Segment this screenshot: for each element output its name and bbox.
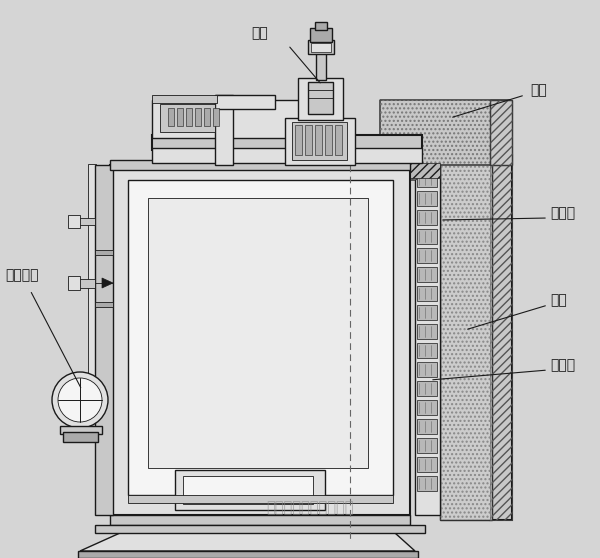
Polygon shape	[380, 100, 510, 180]
Bar	[152, 148, 422, 163]
Bar	[195, 108, 201, 126]
Bar	[78, 551, 418, 558]
Text: 加热器: 加热器	[550, 358, 575, 372]
Bar	[110, 515, 410, 525]
Text: 炉盖: 炉盖	[530, 83, 547, 97]
Polygon shape	[102, 278, 113, 288]
Text: 中实机电工程有限公司: 中实机电工程有限公司	[266, 501, 354, 516]
Bar	[417, 476, 437, 491]
Text: 导风筒: 导风筒	[550, 206, 575, 220]
Text: 炉衬: 炉衬	[550, 293, 567, 307]
Bar	[417, 191, 437, 206]
Bar	[152, 135, 422, 150]
Bar	[110, 165, 410, 515]
Bar	[175, 470, 325, 510]
Bar	[152, 95, 217, 103]
Bar	[417, 400, 437, 415]
Bar	[148, 198, 368, 468]
Bar	[417, 343, 437, 358]
Bar	[95, 525, 425, 533]
Bar	[417, 305, 437, 320]
Bar	[75, 218, 95, 225]
Bar	[152, 100, 332, 138]
Bar	[490, 155, 512, 520]
Bar	[110, 160, 410, 170]
Bar	[88, 164, 96, 404]
Bar	[417, 457, 437, 472]
Bar	[213, 108, 219, 126]
Bar	[308, 82, 333, 114]
Bar	[417, 286, 437, 301]
Bar	[215, 95, 275, 109]
Bar	[183, 476, 313, 504]
Bar	[335, 125, 342, 155]
Bar	[417, 248, 437, 263]
Bar	[95, 250, 113, 255]
Bar	[215, 95, 233, 165]
Bar	[95, 302, 113, 307]
Bar	[292, 122, 347, 160]
Bar	[417, 438, 437, 453]
Bar	[128, 180, 393, 495]
Text: 风机: 风机	[251, 26, 268, 40]
Bar	[204, 108, 210, 126]
Polygon shape	[380, 163, 440, 178]
Bar	[417, 172, 437, 187]
Bar	[128, 495, 393, 503]
Bar	[308, 40, 334, 54]
Bar	[75, 279, 95, 288]
Bar	[315, 125, 322, 155]
Bar	[315, 22, 327, 30]
Bar	[490, 100, 512, 165]
Bar	[305, 125, 312, 155]
Bar	[417, 362, 437, 377]
Polygon shape	[80, 533, 415, 551]
Bar	[490, 100, 512, 165]
Bar	[440, 155, 492, 520]
Bar	[417, 229, 437, 244]
Bar	[417, 210, 437, 225]
Bar	[316, 52, 326, 80]
Bar	[186, 108, 192, 126]
Bar	[417, 381, 437, 396]
Bar	[311, 43, 331, 52]
Bar	[417, 324, 437, 339]
Bar	[417, 419, 437, 434]
Bar	[490, 155, 512, 520]
Bar	[168, 108, 174, 126]
Bar	[177, 108, 183, 126]
Bar	[63, 432, 98, 442]
Bar	[95, 165, 113, 515]
Bar	[295, 125, 302, 155]
Bar	[310, 28, 332, 42]
Text: 升降机构: 升降机构	[5, 268, 38, 282]
Bar	[325, 125, 332, 155]
Bar	[285, 118, 355, 165]
Bar	[417, 267, 437, 282]
Bar	[68, 215, 80, 228]
Bar	[60, 426, 102, 434]
Bar	[440, 155, 492, 520]
Circle shape	[58, 378, 102, 422]
Bar	[298, 78, 343, 120]
Bar	[415, 165, 440, 515]
Circle shape	[52, 372, 108, 428]
Bar	[160, 104, 215, 132]
Bar	[68, 276, 80, 290]
